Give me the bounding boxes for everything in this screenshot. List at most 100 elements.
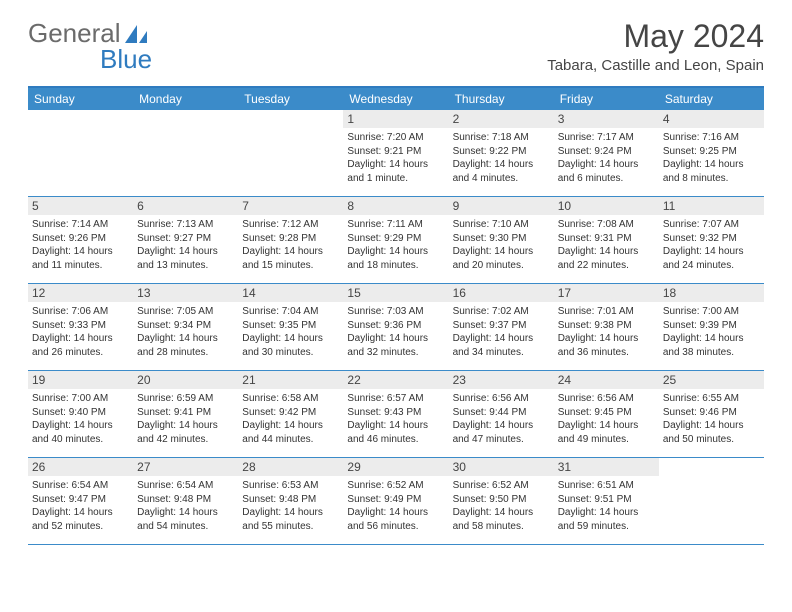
daylight-text: Daylight: 14 hours and 59 minutes. [558,506,655,533]
sunrise-text: Sunrise: 7:05 AM [137,305,234,319]
day-number: 10 [554,197,659,215]
sunrise-text: Sunrise: 6:54 AM [137,479,234,493]
sunset-text: Sunset: 9:27 PM [137,232,234,246]
sunset-text: Sunset: 9:30 PM [453,232,550,246]
month-title: May 2024 [547,18,764,55]
day-info: Sunrise: 7:12 AMSunset: 9:28 PMDaylight:… [242,218,339,272]
day-info: Sunrise: 7:07 AMSunset: 9:32 PMDaylight:… [663,218,760,272]
daylight-text: Daylight: 14 hours and 54 minutes. [137,506,234,533]
daylight-text: Daylight: 14 hours and 8 minutes. [663,158,760,185]
sunset-text: Sunset: 9:34 PM [137,319,234,333]
calendar-cell: 18Sunrise: 7:00 AMSunset: 9:39 PMDayligh… [659,284,764,370]
calendar-cell: 14Sunrise: 7:04 AMSunset: 9:35 PMDayligh… [238,284,343,370]
sunrise-text: Sunrise: 7:04 AM [242,305,339,319]
sunset-text: Sunset: 9:33 PM [32,319,129,333]
calendar-cell: 17Sunrise: 7:01 AMSunset: 9:38 PMDayligh… [554,284,659,370]
day-info: Sunrise: 6:58 AMSunset: 9:42 PMDaylight:… [242,392,339,446]
calendar-cell: 24 Sunrise: 6:56 AMSunset: 9:45 PMDayligh… [554,371,659,457]
calendar-cell: 9Sunrise: 7:10 AMSunset: 9:30 PMDaylight… [449,197,554,283]
day-number: 2 [449,110,554,128]
day-number: 21 [238,371,343,389]
day-number: 14 [238,284,343,302]
sunset-text: Sunset: 9:41 PM [137,406,234,420]
day-number: 3 [554,110,659,128]
day-info: Sunrise: 7:03 AMSunset: 9:36 PMDaylight:… [347,305,444,359]
week-row: 26Sunrise: 6:54 AMSunset: 9:47 PMDayligh… [28,458,764,545]
day-info: Sunrise: 7:02 AMSunset: 9:37 PMDaylight:… [453,305,550,359]
day-info: Sunrise: 7:06 AMSunset: 9:33 PMDaylight:… [32,305,129,359]
daylight-text: Daylight: 14 hours and 6 minutes. [558,158,655,185]
title-block: May 2024 Tabara, Castille and Leon, Spai… [547,18,764,74]
day-number: 17 [554,284,659,302]
day-number: 22 [343,371,448,389]
sunset-text: Sunset: 9:45 PM [558,406,655,420]
calendar-cell: 31Sunrise: 6:51 AMSunset: 9:51 PMDayligh… [554,458,659,544]
day-number: 11 [659,197,764,215]
day-number: 19 [28,371,133,389]
sunrise-text: Sunrise: 7:02 AM [453,305,550,319]
day-header: Wednesday [343,88,448,110]
calendar-cell: 4 Sunrise: 7:16 AMSunset: 9:25 PMDaylight… [659,110,764,196]
day-info: Sunrise: 6:54 AMSunset: 9:48 PMDaylight:… [137,479,234,533]
daylight-text: Daylight: 14 hours and 50 minutes. [663,419,760,446]
day-number: 24 [554,371,659,389]
day-info: Sunrise: 7:13 AMSunset: 9:27 PMDaylight:… [137,218,234,272]
day-number: 12 [28,284,133,302]
day-header: Friday [554,88,659,110]
sunset-text: Sunset: 9:50 PM [453,493,550,507]
sunrise-text: Sunrise: 7:16 AM [663,131,760,145]
day-info: Sunrise: 7:18 AMSunset: 9:22 PMDaylight:… [453,131,550,185]
daylight-text: Daylight: 14 hours and 32 minutes. [347,332,444,359]
weeks-container: 1Sunrise: 7:20 AMSunset: 9:21 PMDaylight… [28,110,764,545]
sunrise-text: Sunrise: 7:01 AM [558,305,655,319]
day-number: 13 [133,284,238,302]
calendar-cell [238,110,343,196]
week-row: 12 Sunrise: 7:06 AMSunset: 9:33 PMDayligh… [28,284,764,371]
day-info: Sunrise: 7:20 AMSunset: 9:21 PMDaylight:… [347,131,444,185]
sunrise-text: Sunrise: 6:59 AM [137,392,234,406]
sunrise-text: Sunrise: 7:11 AM [347,218,444,232]
daylight-text: Daylight: 14 hours and 46 minutes. [347,419,444,446]
sunrise-text: Sunrise: 7:03 AM [347,305,444,319]
sunset-text: Sunset: 9:21 PM [347,145,444,159]
daylight-text: Daylight: 14 hours and 22 minutes. [558,245,655,272]
sunrise-text: Sunrise: 6:52 AM [453,479,550,493]
daylight-text: Daylight: 14 hours and 52 minutes. [32,506,129,533]
sunset-text: Sunset: 9:51 PM [558,493,655,507]
sunrise-text: Sunrise: 7:18 AM [453,131,550,145]
sunrise-text: Sunrise: 7:12 AM [242,218,339,232]
day-info: Sunrise: 6:56 AMSunset: 9:45 PMDaylight:… [558,392,655,446]
day-number: 28 [238,458,343,476]
daylight-text: Daylight: 14 hours and 58 minutes. [453,506,550,533]
day-info: Sunrise: 7:16 AMSunset: 9:25 PMDaylight:… [663,131,760,185]
day-number: 25 [659,371,764,389]
sunset-text: Sunset: 9:37 PM [453,319,550,333]
sunrise-text: Sunrise: 7:17 AM [558,131,655,145]
sunrise-text: Sunrise: 6:52 AM [347,479,444,493]
calendar-cell [659,458,764,544]
calendar-cell: 16Sunrise: 7:02 AMSunset: 9:37 PMDayligh… [449,284,554,370]
day-number: 27 [133,458,238,476]
location: Tabara, Castille and Leon, Spain [547,57,764,74]
daylight-text: Daylight: 14 hours and 28 minutes. [137,332,234,359]
calendar-cell: 5Sunrise: 7:14 AMSunset: 9:26 PMDaylight… [28,197,133,283]
sunset-text: Sunset: 9:26 PM [32,232,129,246]
day-number: 9 [449,197,554,215]
day-info: Sunrise: 7:08 AMSunset: 9:31 PMDaylight:… [558,218,655,272]
calendar-cell: 30Sunrise: 6:52 AMSunset: 9:50 PMDayligh… [449,458,554,544]
day-info: Sunrise: 7:17 AMSunset: 9:24 PMDaylight:… [558,131,655,185]
calendar-cell: 22Sunrise: 6:57 AMSunset: 9:43 PMDayligh… [343,371,448,457]
calendar-cell: 7Sunrise: 7:12 AMSunset: 9:28 PMDaylight… [238,197,343,283]
day-number: 23 [449,371,554,389]
day-info: Sunrise: 6:52 AMSunset: 9:50 PMDaylight:… [453,479,550,533]
sail-icon [123,23,149,45]
day-info: Sunrise: 7:00 AMSunset: 9:39 PMDaylight:… [663,305,760,359]
sunrise-text: Sunrise: 6:54 AM [32,479,129,493]
calendar-cell: 6Sunrise: 7:13 AMSunset: 9:27 PMDaylight… [133,197,238,283]
sunrise-text: Sunrise: 7:07 AM [663,218,760,232]
day-number: 4 [659,110,764,128]
sunset-text: Sunset: 9:40 PM [32,406,129,420]
calendar-cell: 23 Sunrise: 6:56 AMSunset: 9:44 PMDayligh… [449,371,554,457]
day-number: 8 [343,197,448,215]
day-info: Sunrise: 6:56 AMSunset: 9:44 PMDaylight:… [453,392,550,446]
